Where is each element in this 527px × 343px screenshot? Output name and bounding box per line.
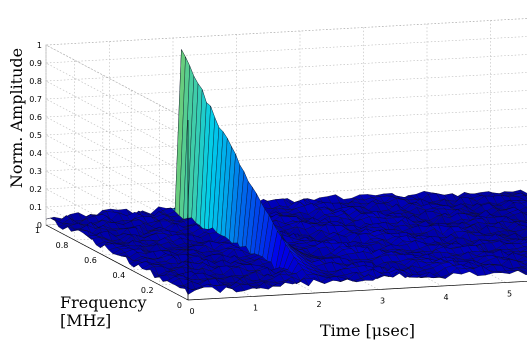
frequency-axis xyxy=(45,224,189,301)
z-tick-label: 0.7 xyxy=(29,95,42,104)
x-tick-label: 2 xyxy=(316,300,321,309)
z-axis-title: Norm. Amplitude xyxy=(7,48,26,188)
z-tick-label: 0.5 xyxy=(29,131,42,140)
x-tick-label: 0 xyxy=(189,307,194,316)
y-tick-label: 1 xyxy=(35,226,40,235)
back-wall xyxy=(45,18,527,226)
y-axis-title-line1: Frequency xyxy=(60,293,147,312)
surface-patch xyxy=(183,285,197,295)
z-tick-label: 0.8 xyxy=(29,77,42,86)
z-tick-label: 0 xyxy=(37,221,42,230)
y-tick-label: 0.4 xyxy=(112,271,125,280)
z-gridline xyxy=(44,108,527,211)
tick-labels: 00.10.20.30.40.50.60.70.80.9100.20.40.60… xyxy=(29,41,512,316)
x-tick-label: 1 xyxy=(253,304,258,313)
x-tick-label: 3 xyxy=(380,297,385,306)
y-tick-label: 0.8 xyxy=(56,241,69,250)
axes-layer xyxy=(45,120,527,301)
z-tick-label: 1 xyxy=(37,41,42,50)
z-tick-label: 0.4 xyxy=(29,149,42,158)
time-axis xyxy=(187,280,527,301)
y-tick-label: 0.6 xyxy=(84,256,97,265)
surface-layer xyxy=(45,48,527,295)
z-tick-label: 0.1 xyxy=(29,203,42,212)
x-tick-label: 4 xyxy=(443,293,448,302)
z-gridline xyxy=(44,72,527,175)
z-tick-label: 0.9 xyxy=(29,59,42,68)
x-axis-title: Time [μsec] xyxy=(320,321,415,340)
x-gridline xyxy=(490,20,527,221)
z-gridline xyxy=(44,126,527,229)
y-tick-label: 0 xyxy=(177,301,182,310)
y-tick-label: 0.2 xyxy=(141,286,154,295)
z-tick-label: 0.2 xyxy=(29,185,42,194)
z-gridline xyxy=(44,54,527,157)
z-gridline xyxy=(44,18,527,121)
z-gridline xyxy=(44,36,527,139)
z-tick-label: 0.3 xyxy=(29,167,42,176)
z-tick-label: 0.6 xyxy=(29,113,42,122)
y-axis-title-line2: [MHz] xyxy=(60,311,111,330)
z-gridline xyxy=(44,90,527,193)
x-tick-label: 5 xyxy=(507,290,512,299)
